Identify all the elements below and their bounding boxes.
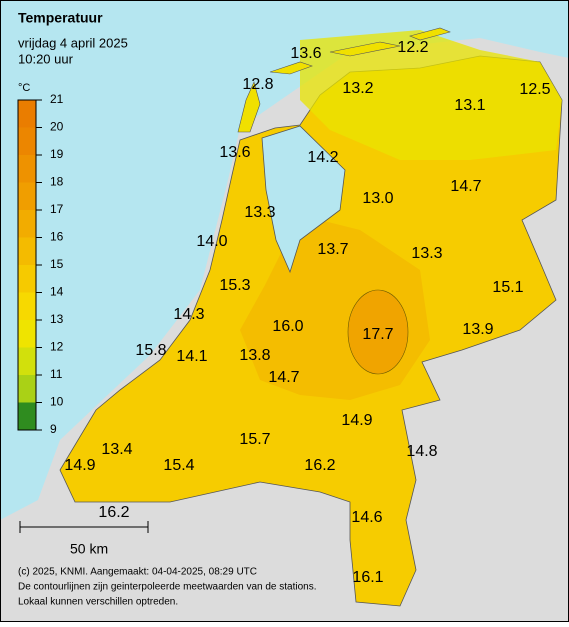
station-temperature: 15.7 — [239, 431, 270, 448]
station-temperature: 13.3 — [411, 245, 442, 262]
station-temperature: 15.8 — [135, 342, 166, 359]
station-temperature: 13.2 — [342, 80, 373, 97]
station-temperature: 13.9 — [462, 321, 493, 338]
legend-swatch — [18, 265, 36, 293]
station-temperature: 14.1 — [176, 348, 207, 365]
warm-core — [347, 289, 409, 375]
island — [237, 81, 261, 133]
footer-line: De contourlijnen zijn geinterpoleerde me… — [18, 582, 317, 593]
station-temperature: 13.1 — [454, 97, 485, 114]
legend-swatch — [18, 182, 36, 210]
island — [269, 61, 313, 75]
station-temperature: 13.0 — [362, 190, 393, 207]
legend-swatch — [18, 292, 36, 320]
station-temperature: 16.2 — [304, 457, 335, 474]
sea — [0, 0, 569, 520]
legend-label: 16 — [50, 230, 64, 244]
station-temperature: 16.1 — [352, 569, 383, 586]
ijsselmeer — [261, 125, 346, 274]
legend-swatch — [18, 210, 36, 238]
legend-label: 11 — [50, 367, 63, 381]
legend-label: 19 — [50, 147, 64, 161]
station-temperature: 14.9 — [64, 457, 95, 474]
legend-label: 15 — [50, 257, 64, 271]
station-temperature: 14.7 — [450, 178, 481, 195]
station-temperature: 13.3 — [244, 204, 275, 221]
legend-label: 18 — [50, 175, 64, 189]
station-temperature: 12.5 — [519, 81, 550, 98]
legend-swatch — [18, 127, 36, 155]
station-temperature: 15.1 — [492, 279, 523, 296]
legend-label: 13 — [50, 312, 64, 326]
station-temperature: 13.6 — [290, 45, 321, 62]
legend-label: 14 — [50, 285, 64, 299]
time: 10:20 uur — [18, 51, 74, 66]
legend-swatch — [18, 320, 36, 348]
legend-swatch — [18, 375, 36, 403]
station-temperature: 13.6 — [219, 144, 250, 161]
station-temperature: 12.2 — [397, 39, 428, 56]
legend-label: 9 — [50, 422, 57, 436]
footer-line: (c) 2025, KNMI. Aangemaakt: 04-04-2025, … — [18, 567, 257, 578]
island — [409, 27, 451, 41]
date: vrijdag 4 april 2025 — [18, 35, 128, 50]
station-temperature: 14.6 — [351, 509, 382, 526]
legend-label: 20 — [50, 120, 64, 134]
unit: °C — [18, 82, 30, 94]
station-temperature: 16.0 — [272, 318, 303, 335]
legend-swatch — [18, 347, 36, 375]
legend-label: 10 — [50, 395, 64, 409]
legend-swatch — [18, 100, 36, 128]
cool-zone — [300, 30, 562, 160]
legend-label: 21 — [50, 92, 64, 106]
station-temperature: 15.4 — [163, 457, 194, 474]
station-temperature: 13.7 — [317, 241, 348, 258]
station-temperature: 14.3 — [173, 306, 204, 323]
legend-swatch — [18, 237, 36, 265]
legend-swatch — [18, 155, 36, 183]
legend-label: 12 — [50, 340, 64, 354]
island — [329, 41, 401, 57]
station-temperature: 13.4 — [101, 441, 132, 458]
station-temperature: 15.3 — [219, 277, 250, 294]
station-temperature: 16.2 — [98, 504, 129, 521]
station-temperature: 14.7 — [268, 369, 299, 386]
footer-line: Lokaal kunnen verschillen optreden. — [18, 597, 178, 608]
station-temperature: 12.8 — [242, 76, 273, 93]
scale-label: 50 km — [70, 541, 108, 557]
station-temperature: 14.0 — [196, 233, 227, 250]
station-temperature: 14.8 — [406, 443, 437, 460]
title: Temperatuur — [18, 10, 103, 26]
station-temperature: 14.9 — [341, 412, 372, 429]
station-temperature: 17.7 — [362, 326, 393, 343]
legend-label: 17 — [50, 202, 64, 216]
station-temperature: 14.2 — [307, 149, 338, 166]
legend-swatch — [18, 402, 36, 430]
station-temperature: 13.8 — [239, 347, 270, 364]
